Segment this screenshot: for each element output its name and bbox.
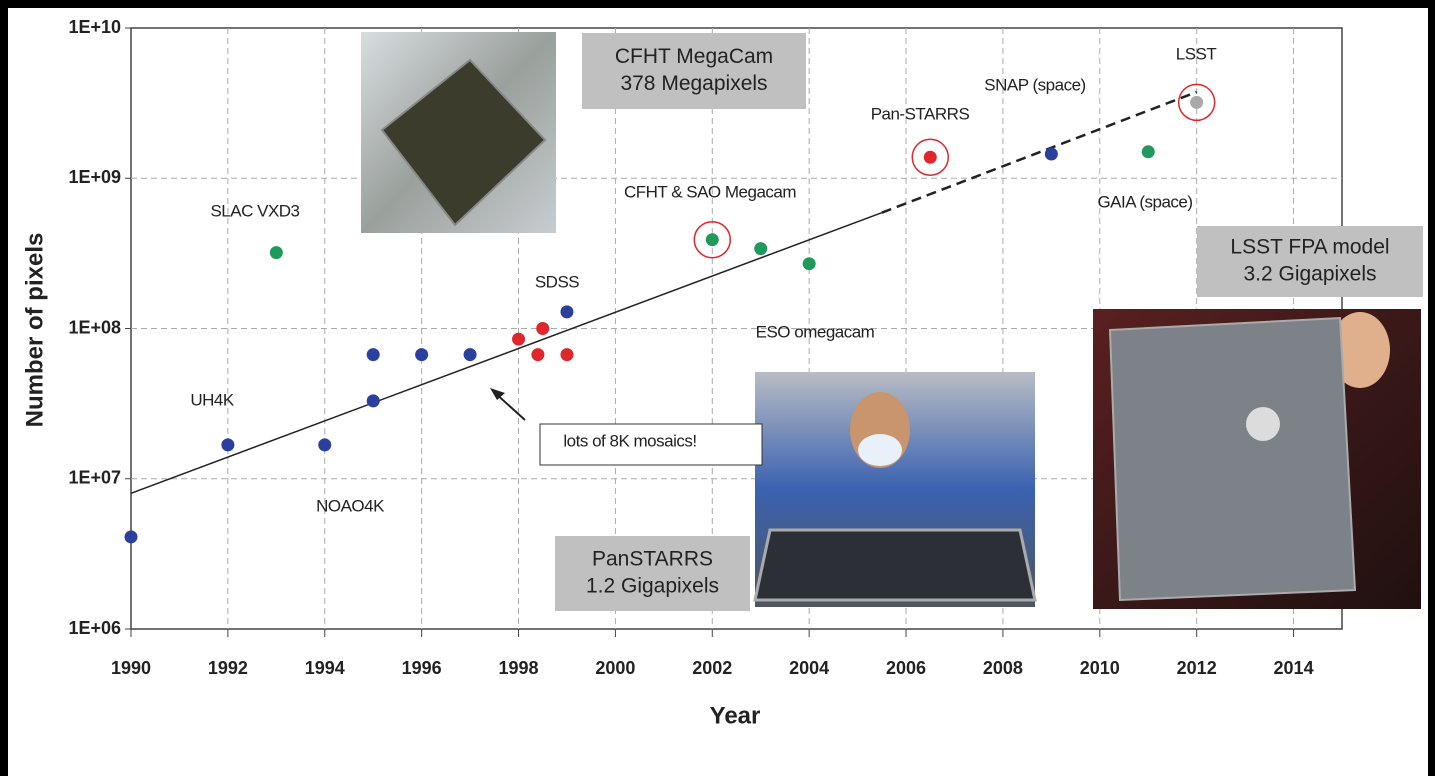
point bbox=[560, 348, 574, 362]
point bbox=[802, 257, 816, 271]
callout-arrowhead bbox=[490, 388, 505, 400]
point bbox=[754, 242, 768, 256]
highlight-ring bbox=[693, 220, 732, 259]
point bbox=[560, 305, 574, 319]
x-tick-label: 2002 bbox=[692, 658, 732, 678]
annotation: Pan-STARRS bbox=[871, 104, 970, 123]
photo-lsst bbox=[1093, 309, 1421, 609]
label-box bbox=[555, 536, 750, 611]
point bbox=[1141, 145, 1155, 159]
x-tick-label: 2012 bbox=[1177, 658, 1217, 678]
y-tick-label: 1E+06 bbox=[68, 618, 121, 638]
annotation: UH4K bbox=[190, 390, 235, 409]
x-tick-label: 2008 bbox=[983, 658, 1023, 678]
point bbox=[366, 348, 380, 362]
photo-panstarrs bbox=[753, 372, 1037, 607]
point bbox=[512, 332, 526, 346]
x-tick-label: 1994 bbox=[305, 658, 345, 678]
x-tick-label: 1998 bbox=[498, 658, 538, 678]
y-tick-label: 1E+08 bbox=[68, 317, 121, 337]
point bbox=[366, 394, 380, 408]
highlight-ring bbox=[1177, 83, 1216, 122]
box-label: 3.2 Gigapixels bbox=[1243, 263, 1376, 286]
box-label: 1.2 Gigapixels bbox=[586, 575, 719, 598]
annotation: GAIA (space) bbox=[1097, 192, 1192, 211]
x-axis-title: Year bbox=[710, 702, 761, 729]
annotation: SDSS bbox=[535, 272, 579, 291]
x-tick-label: 2014 bbox=[1274, 658, 1314, 678]
box-label: 378 Megapixels bbox=[620, 72, 767, 95]
y-tick-label: 1E+07 bbox=[68, 468, 121, 488]
box-label: LSST FPA model bbox=[1230, 236, 1389, 259]
annotation: CFHT & SAO Megacam bbox=[624, 182, 796, 201]
annotation: SLAC VXD3 bbox=[210, 201, 299, 220]
x-tick-label: 1992 bbox=[208, 658, 248, 678]
point bbox=[415, 348, 429, 362]
label-box bbox=[582, 33, 806, 109]
photo-cfht bbox=[361, 32, 556, 233]
x-tick-label: 2000 bbox=[595, 658, 635, 678]
point bbox=[531, 348, 545, 362]
point bbox=[1044, 147, 1058, 161]
x-tick-label: 1990 bbox=[111, 658, 151, 678]
point bbox=[124, 530, 138, 544]
trend-line bbox=[881, 90, 1198, 214]
label-box bbox=[1197, 226, 1423, 297]
x-tick-label: 1996 bbox=[402, 658, 442, 678]
x-tick-label: 2010 bbox=[1080, 658, 1120, 678]
x-tick-label: 2006 bbox=[886, 658, 926, 678]
point bbox=[923, 150, 937, 164]
highlight-ring bbox=[911, 138, 950, 176]
point bbox=[463, 348, 477, 362]
x-tick-label: 2004 bbox=[789, 658, 829, 678]
point bbox=[536, 322, 550, 335]
point bbox=[221, 438, 235, 452]
annotation: NOAO4K bbox=[316, 496, 385, 515]
box-label: CFHT MegaCam bbox=[615, 45, 773, 68]
point bbox=[318, 438, 332, 452]
y-tick-label: 1E+10 bbox=[68, 17, 121, 37]
box-label: PanSTARRS bbox=[592, 548, 713, 571]
annotation: LSST bbox=[1176, 44, 1217, 63]
point bbox=[705, 233, 719, 247]
trend-line bbox=[130, 211, 883, 495]
callout-box bbox=[539, 423, 763, 466]
annotation: lots of 8K mosaics! bbox=[563, 431, 696, 450]
annotation: SNAP (space) bbox=[984, 75, 1085, 94]
point bbox=[269, 246, 283, 260]
annotation: ESO omegacam bbox=[756, 322, 875, 341]
y-tick-label: 1E+09 bbox=[68, 167, 121, 187]
y-axis-title: Number of pixels bbox=[21, 233, 48, 428]
point bbox=[1190, 95, 1204, 109]
